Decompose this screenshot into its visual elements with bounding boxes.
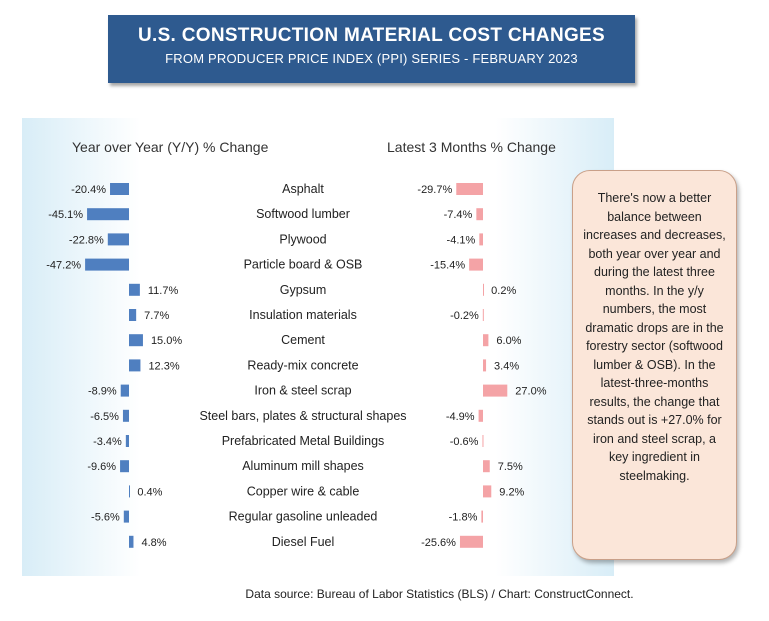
category-label: Softwood lumber	[256, 207, 350, 221]
three-month-bar	[476, 208, 483, 221]
category-label: Plywood	[279, 232, 326, 246]
yoy-bar	[129, 359, 141, 372]
three-month-data-label: -4.1%	[447, 234, 476, 246]
yoy-data-label: 4.8%	[141, 537, 166, 549]
yoy-bar	[110, 183, 129, 195]
category-label: Ready-mix concrete	[247, 358, 358, 372]
three-month-bar	[459, 535, 483, 548]
chart-title: U.S. CONSTRUCTION MATERIAL COST CHANGES	[137, 25, 605, 46]
yoy-heading: Year over Year (Y/Y) % Change	[72, 139, 269, 155]
yoy-bar	[125, 435, 129, 447]
category-label: Particle board & OSB	[244, 258, 363, 272]
commentary-note: There's now a better balance between inc…	[572, 170, 737, 560]
yoy-bar	[87, 208, 129, 221]
three-month-bar	[469, 258, 483, 271]
yoy-data-label: -20.4%	[71, 184, 106, 196]
three-month-data-label: -0.2%	[450, 310, 479, 322]
three-month-bar	[478, 409, 483, 422]
yoy-bar	[123, 510, 129, 523]
yoy-bar	[122, 409, 129, 422]
three-month-data-label: -25.6%	[421, 537, 456, 549]
yoy-bar	[85, 258, 129, 271]
three-month-bar	[483, 384, 508, 397]
data-source: Data source: Bureau of Labor Statistics …	[245, 587, 634, 601]
three-month-data-label: -15.4%	[430, 260, 465, 272]
three-month-data-label: -1.8%	[449, 512, 478, 524]
yoy-bar	[120, 460, 129, 473]
yoy-bar	[107, 233, 129, 246]
category-label: Cement	[281, 333, 325, 347]
yoy-data-label: -22.8%	[69, 234, 104, 246]
yoy-data-label: 11.7%	[148, 285, 179, 297]
category-label: Steel bars, plates & structural shapes	[199, 409, 406, 423]
yoy-data-label: 7.7%	[144, 310, 169, 322]
category-label: Asphalt	[282, 182, 324, 196]
yoy-data-label: -8.9%	[88, 386, 117, 398]
three-month-data-label: 9.2%	[499, 486, 524, 498]
three-month-bar	[483, 359, 487, 372]
three-month-bar	[483, 460, 490, 473]
three-month-heading: Latest 3 Months % Change	[387, 139, 556, 155]
chart-subtitle: FROM PRODUCER PRICE INDEX (PPI) SERIES -…	[165, 51, 578, 66]
three-month-data-label: -4.9%	[446, 411, 475, 423]
three-month-data-label: 7.5%	[498, 461, 523, 473]
yoy-bar	[129, 334, 143, 347]
three-month-data-label: 0.2%	[491, 285, 516, 297]
category-label: Insulation materials	[249, 308, 357, 322]
yoy-bar	[129, 309, 137, 321]
category-label: Copper wire & cable	[247, 484, 360, 498]
yoy-bar	[129, 485, 130, 498]
yoy-bar	[120, 384, 129, 397]
three-month-data-label: -29.7%	[417, 184, 452, 196]
yoy-data-label: -45.1%	[48, 209, 83, 221]
three-month-data-label: -0.6%	[450, 436, 479, 448]
three-month-bar	[483, 485, 492, 498]
yoy-data-label: -6.5%	[90, 411, 119, 423]
yoy-data-label: 15.0%	[151, 335, 182, 347]
three-month-data-label: 6.0%	[496, 335, 521, 347]
three-month-data-label: 27.0%	[515, 386, 546, 398]
three-month-bar	[483, 283, 484, 296]
three-month-bar	[456, 183, 483, 195]
yoy-bar	[129, 535, 134, 548]
yoy-data-label: -5.6%	[91, 512, 120, 524]
three-month-data-label: 3.4%	[494, 360, 519, 372]
three-month-bar	[481, 510, 483, 523]
three-month-bar	[482, 309, 484, 321]
category-label: Gypsum	[280, 283, 327, 297]
three-month-bar	[479, 233, 483, 246]
yoy-bar	[129, 283, 140, 296]
category-label: Prefabricated Metal Buildings	[222, 434, 385, 448]
title-banner: U.S. CONSTRUCTION MATERIAL COST CHANGES …	[108, 15, 635, 83]
yoy-data-label: 0.4%	[137, 486, 162, 498]
three-month-bar	[482, 435, 484, 447]
yoy-data-label: -3.4%	[93, 436, 122, 448]
category-label: Aluminum mill shapes	[242, 459, 364, 473]
category-label: Regular gasoline unleaded	[229, 510, 378, 524]
yoy-data-label: 12.3%	[148, 360, 179, 372]
category-label: Iron & steel scrap	[254, 384, 351, 398]
three-month-bar	[483, 334, 489, 347]
category-label: Diesel Fuel	[272, 535, 335, 549]
yoy-data-label: -9.6%	[87, 461, 116, 473]
yoy-data-label: -47.2%	[46, 260, 81, 272]
three-month-data-label: -7.4%	[444, 209, 473, 221]
